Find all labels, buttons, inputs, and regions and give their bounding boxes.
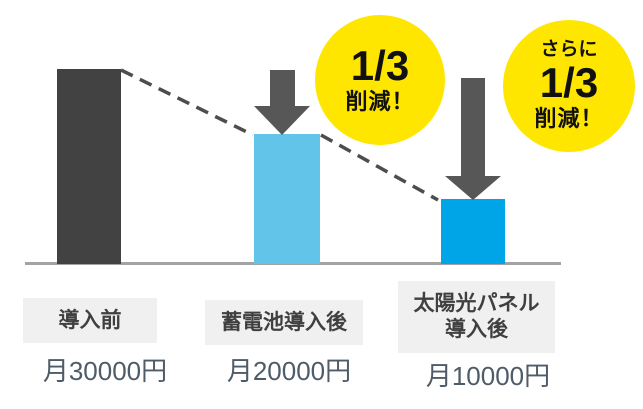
price-label-solar: 月10000円 <box>425 361 551 391</box>
reduction-badge-solar: さらに 1/3 削減！ <box>503 20 635 152</box>
down-arrow-head <box>254 106 310 135</box>
category-label-line: 太陽光パネル <box>413 292 540 315</box>
bar-after-solar-panel <box>441 199 505 264</box>
down-arrow-shaft <box>269 70 295 106</box>
badge-prefix: さらに <box>540 38 598 60</box>
category-label-line: 蓄電池導入後 <box>221 310 347 334</box>
badge-fraction: 1/3 <box>350 41 410 89</box>
category-label-line: 導入後 <box>445 318 508 341</box>
category-label-before: 導入前 <box>23 298 157 343</box>
badge-suffix: 削減！ <box>534 105 604 131</box>
down-arrow-icon <box>254 70 310 135</box>
reduction-badge-battery: 1/3 削減！ <box>315 15 445 145</box>
category-label-battery: 蓄電池導入後 <box>205 300 363 345</box>
bar-before-installation <box>57 69 121 264</box>
price-label-before: 月30000円 <box>42 356 168 386</box>
bar-after-battery <box>254 134 320 264</box>
price-label-battery: 月20000円 <box>226 356 352 386</box>
down-arrow-icon <box>444 78 501 200</box>
down-arrow-head <box>444 176 501 200</box>
badge-suffix: 削減！ <box>345 88 415 114</box>
down-arrow-shaft <box>460 78 485 176</box>
badge-fraction: 1/3 <box>539 58 599 106</box>
category-label-line: 導入前 <box>58 308 122 332</box>
category-label-solar: 太陽光パネル 導入後 <box>398 281 555 353</box>
